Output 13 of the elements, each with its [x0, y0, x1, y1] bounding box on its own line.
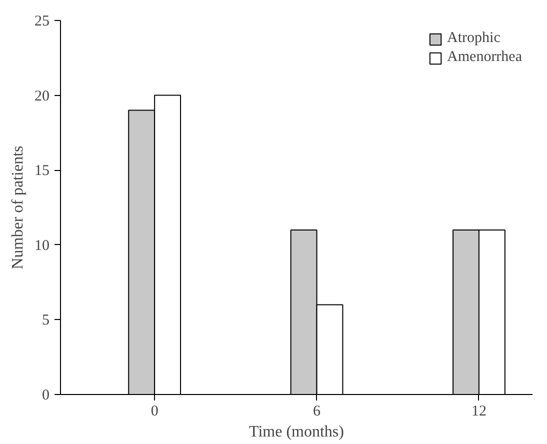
- x-tick-label: 6: [313, 404, 322, 420]
- y-tick-label: 10: [34, 238, 50, 254]
- x-tick-label: 12: [471, 404, 486, 420]
- y-tick-label: 5: [42, 312, 50, 329]
- y-tick-label: 20: [34, 88, 50, 104]
- y-tick-label: 15: [34, 163, 50, 180]
- legend-label: Atrophic: [447, 30, 500, 47]
- y-tick-label: 0: [42, 388, 50, 404]
- y-tick-label: 25: [34, 14, 50, 30]
- x-tick-label: 0: [150, 404, 158, 420]
- x-axis-title: Time (months): [249, 424, 344, 440]
- y-axis-title: Number of patients: [10, 146, 26, 270]
- legend-label: Amenorrhea: [447, 49, 522, 66]
